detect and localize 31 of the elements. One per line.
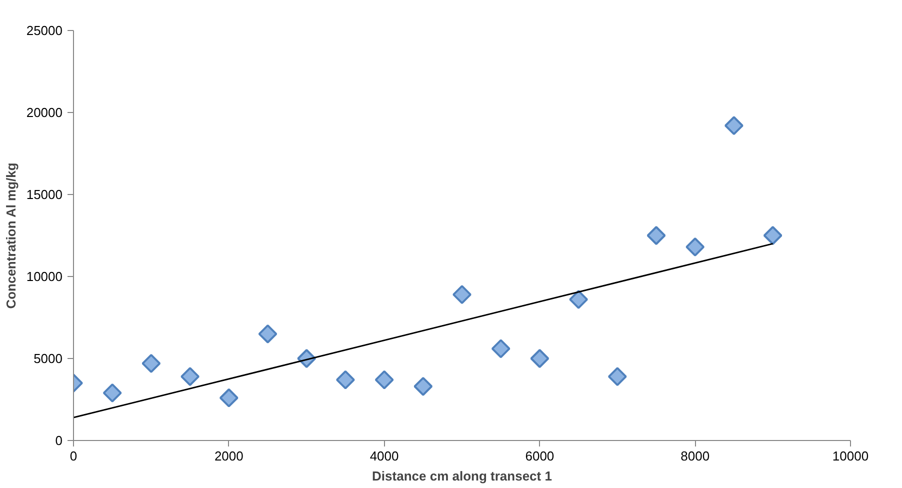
- point: [414, 376, 433, 396]
- y-tick-label: 0: [55, 433, 63, 448]
- x-tick-label: 2000: [214, 448, 244, 464]
- point: [180, 367, 200, 386]
- point: [258, 324, 278, 344]
- x-tick-label: 0: [70, 448, 78, 464]
- x-tick-label: 6000: [525, 448, 554, 464]
- point: [374, 370, 394, 390]
- point: [608, 367, 627, 386]
- point: [686, 237, 705, 256]
- x-tick-label: 10000: [832, 448, 869, 464]
- y-tick-label: 10000: [26, 269, 63, 284]
- y-tick-label: 20000: [26, 105, 63, 120]
- point: [491, 339, 510, 358]
- point: [336, 370, 355, 390]
- x-tick-label: 4000: [370, 448, 399, 464]
- y-tick-label: 25000: [26, 23, 63, 38]
- point: [646, 226, 666, 245]
- y-axis-title: Concentration Al mg/kg: [3, 162, 18, 309]
- x-tick-label: 8000: [680, 448, 710, 464]
- point: [142, 354, 161, 373]
- point: [452, 285, 472, 304]
- point: [763, 226, 782, 245]
- point: [530, 349, 550, 368]
- x-axis-title: Distance cm along transect 1: [372, 468, 552, 484]
- point: [724, 116, 744, 136]
- point: [569, 290, 588, 309]
- point: [219, 388, 238, 408]
- y-tick-label: 5000: [34, 351, 62, 366]
- point: [102, 383, 122, 402]
- y-tick-label: 15000: [26, 187, 63, 202]
